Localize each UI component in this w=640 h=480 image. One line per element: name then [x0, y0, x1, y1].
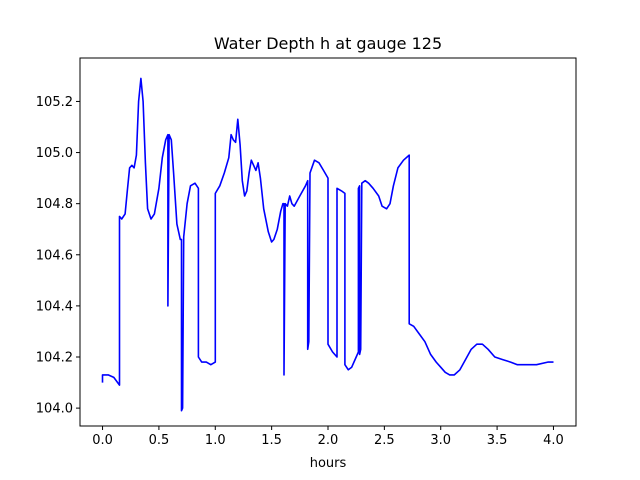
y-tick-label: 105.0 — [36, 146, 73, 161]
x-tick-label: 1.0 — [205, 433, 226, 448]
series-line-0 — [101, 77, 554, 412]
plot-area — [79, 57, 577, 427]
x-tick-label: 2.0 — [318, 433, 339, 448]
y-tick-label: 104.6 — [36, 248, 73, 263]
x-axis: 0.0 0.5 1.0 1.5 2.0 2.5 3.0 3.5 4.0 — [92, 426, 564, 448]
x-tick-label: 0.0 — [92, 433, 113, 448]
x-tick-label: 2.5 — [374, 433, 395, 448]
x-tick-label: 1.5 — [261, 433, 282, 448]
x-tick-label: 3.0 — [430, 433, 451, 448]
chart-title: Water Depth h at gauge 125 — [214, 34, 442, 53]
y-tick-label: 104.2 — [36, 351, 73, 366]
y-tick-label: 104.4 — [36, 299, 73, 314]
y-tick-label: 104.8 — [36, 197, 73, 212]
y-tick-label: 105.2 — [36, 95, 73, 110]
x-tick-label: 4.0 — [543, 433, 564, 448]
x-axis-label: hours — [310, 456, 347, 471]
y-axis: 104.0 104.2 104.4 104.6 104.8 105.0 105.2 — [36, 95, 80, 417]
x-tick-label: 3.5 — [487, 433, 508, 448]
x-tick-label: 0.5 — [149, 433, 170, 448]
y-tick-label: 104.0 — [36, 402, 73, 417]
